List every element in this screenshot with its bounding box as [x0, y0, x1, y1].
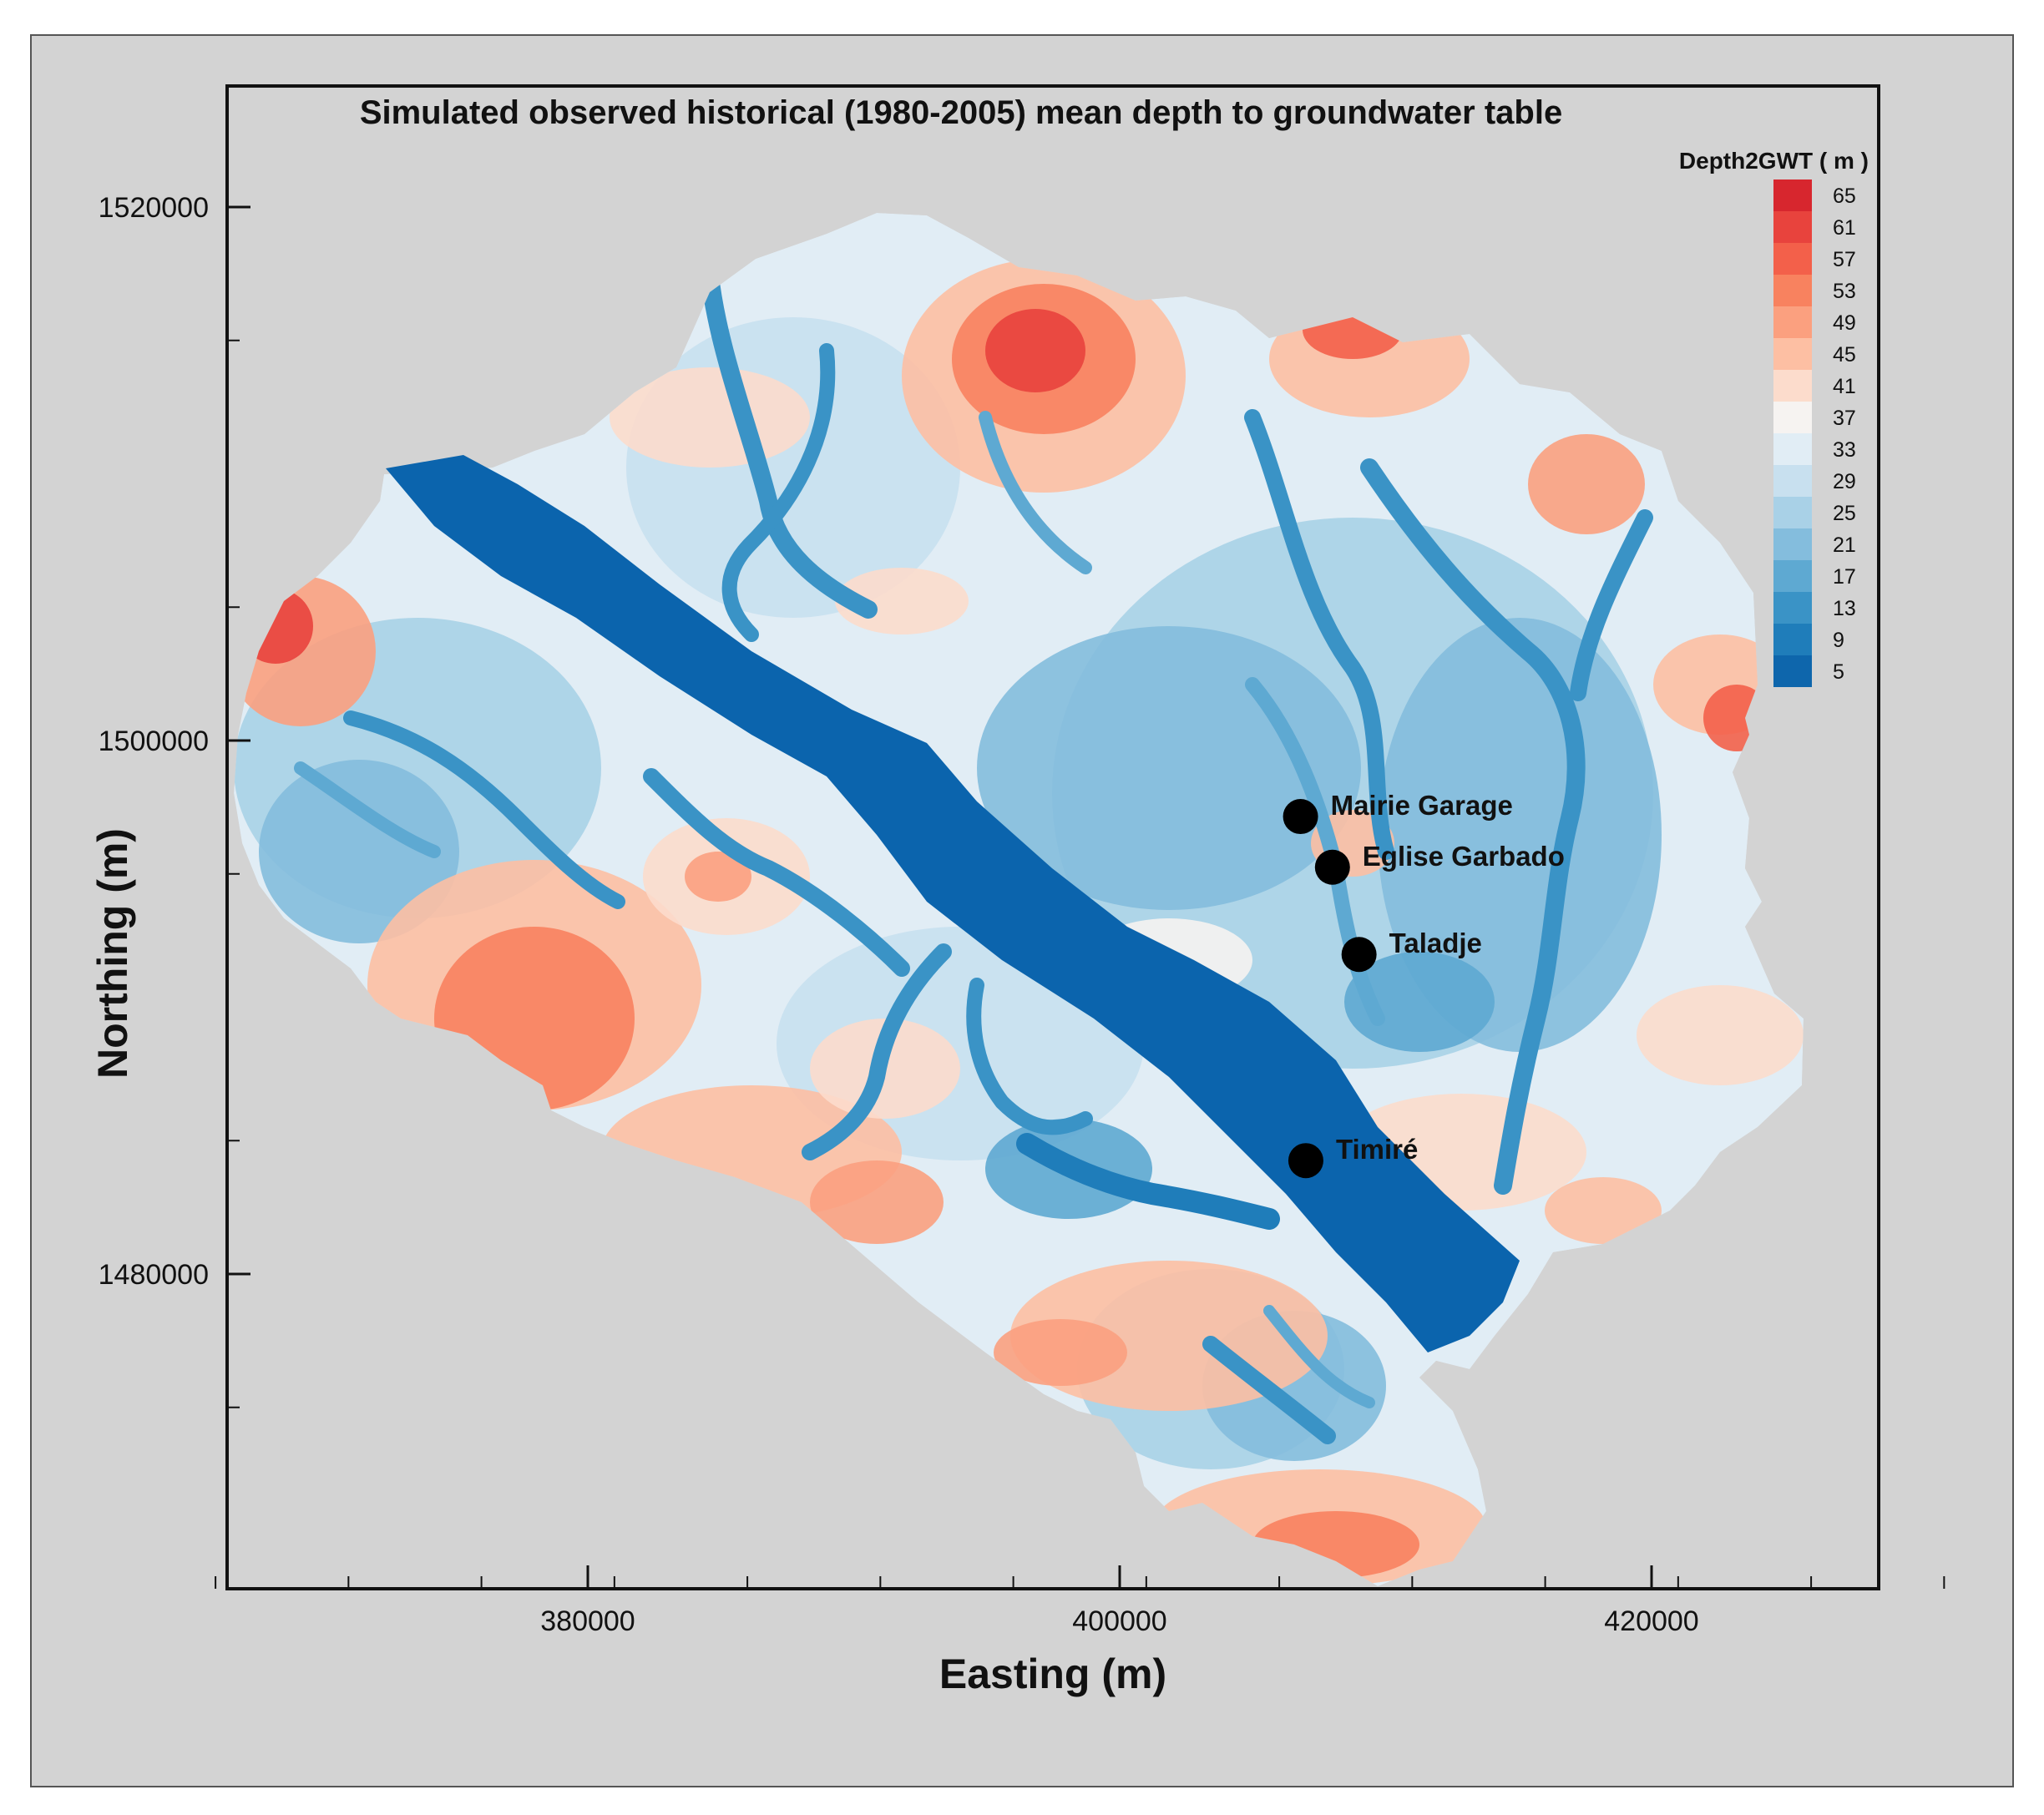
- legend-label-21: 21: [1833, 533, 1856, 557]
- legend-label-13: 13: [1833, 597, 1856, 620]
- legend-swatch-29: [1773, 465, 1812, 497]
- legend-swatch-33: [1773, 433, 1812, 465]
- legend-label-53: 53: [1833, 280, 1856, 303]
- legend-title: Depth2GWT ( m ): [1679, 148, 1869, 174]
- site-marker-mairie-garage[interactable]: [1283, 799, 1318, 835]
- legend-label-61: 61: [1833, 216, 1856, 240]
- y-tick-label-1480000: 1480000: [99, 1259, 209, 1291]
- x-tick-label-420000: 420000: [1604, 1605, 1698, 1637]
- site-marker-taladje[interactable]: [1341, 937, 1377, 973]
- x-axis-label: Easting (m): [939, 1651, 1166, 1697]
- legend-label-25: 25: [1833, 502, 1856, 525]
- legend-label-29: 29: [1833, 470, 1856, 493]
- legend-label-5: 5: [1833, 660, 1844, 684]
- legend-label-65: 65: [1833, 185, 1856, 208]
- legend-label-37: 37: [1833, 407, 1856, 430]
- site-label-timire: Timiré: [1336, 1134, 1418, 1165]
- site-markers: Mairie Garage Eglise Garbado Taladje Tim…: [1283, 790, 1565, 1179]
- legend-label-9: 9: [1833, 629, 1844, 652]
- legend-swatch-65: [1773, 179, 1812, 211]
- map-title: Simulated observed historical (1980-2005…: [360, 94, 1562, 131]
- legend-label-17: 17: [1833, 565, 1856, 589]
- legend-swatch-13: [1773, 592, 1812, 624]
- site-label-mairie-garage: Mairie Garage: [1331, 790, 1513, 821]
- site-label-eglise-garbado: Eglise Garbado: [1363, 841, 1565, 872]
- legend-swatches: [1773, 179, 1812, 687]
- site-marker-timire[interactable]: [1288, 1143, 1323, 1179]
- legend-swatch-45: [1773, 338, 1812, 370]
- legend-swatch-57: [1773, 243, 1812, 275]
- plot-frame: [225, 84, 1880, 1590]
- y-axis: 1520000 1500000 1480000 Northing (m): [89, 192, 250, 1291]
- legend-label-33: 33: [1833, 438, 1856, 462]
- legend-swatch-9: [1773, 624, 1812, 655]
- x-tick-label-400000: 400000: [1072, 1605, 1166, 1637]
- legend-label-57: 57: [1833, 248, 1856, 271]
- y-tick-label-1500000: 1500000: [99, 725, 209, 757]
- site-label-taladje: Taladje: [1389, 928, 1482, 958]
- legend-label-41: 41: [1833, 375, 1856, 398]
- y-axis-label: Northing (m): [89, 828, 136, 1079]
- legend-label-45: 45: [1833, 343, 1856, 367]
- legend-swatch-25: [1773, 497, 1812, 528]
- x-minor-ticks: [215, 1576, 1945, 1589]
- legend-swatch-5: [1773, 655, 1812, 687]
- legend: Depth2GWT ( m ) 65 61 57 53 49 45 41 37 …: [1679, 148, 1869, 687]
- legend-swatch-49: [1773, 306, 1812, 338]
- legend-label-49: 49: [1833, 311, 1856, 335]
- x-axis: 380000 400000 420000 Easting (m): [540, 1565, 1699, 1697]
- legend-swatch-37: [1773, 402, 1812, 433]
- legend-swatch-41: [1773, 370, 1812, 402]
- y-tick-label-1520000: 1520000: [99, 192, 209, 224]
- legend-swatch-17: [1773, 560, 1812, 592]
- legend-swatch-21: [1773, 528, 1812, 560]
- river: [386, 455, 1520, 1352]
- site-marker-eglise-garbado[interactable]: [1314, 849, 1350, 885]
- y-minor-ticks: [227, 339, 240, 1408]
- legend-swatch-61: [1773, 211, 1812, 243]
- x-tick-label-380000: 380000: [540, 1605, 635, 1637]
- legend-swatch-53: [1773, 275, 1812, 306]
